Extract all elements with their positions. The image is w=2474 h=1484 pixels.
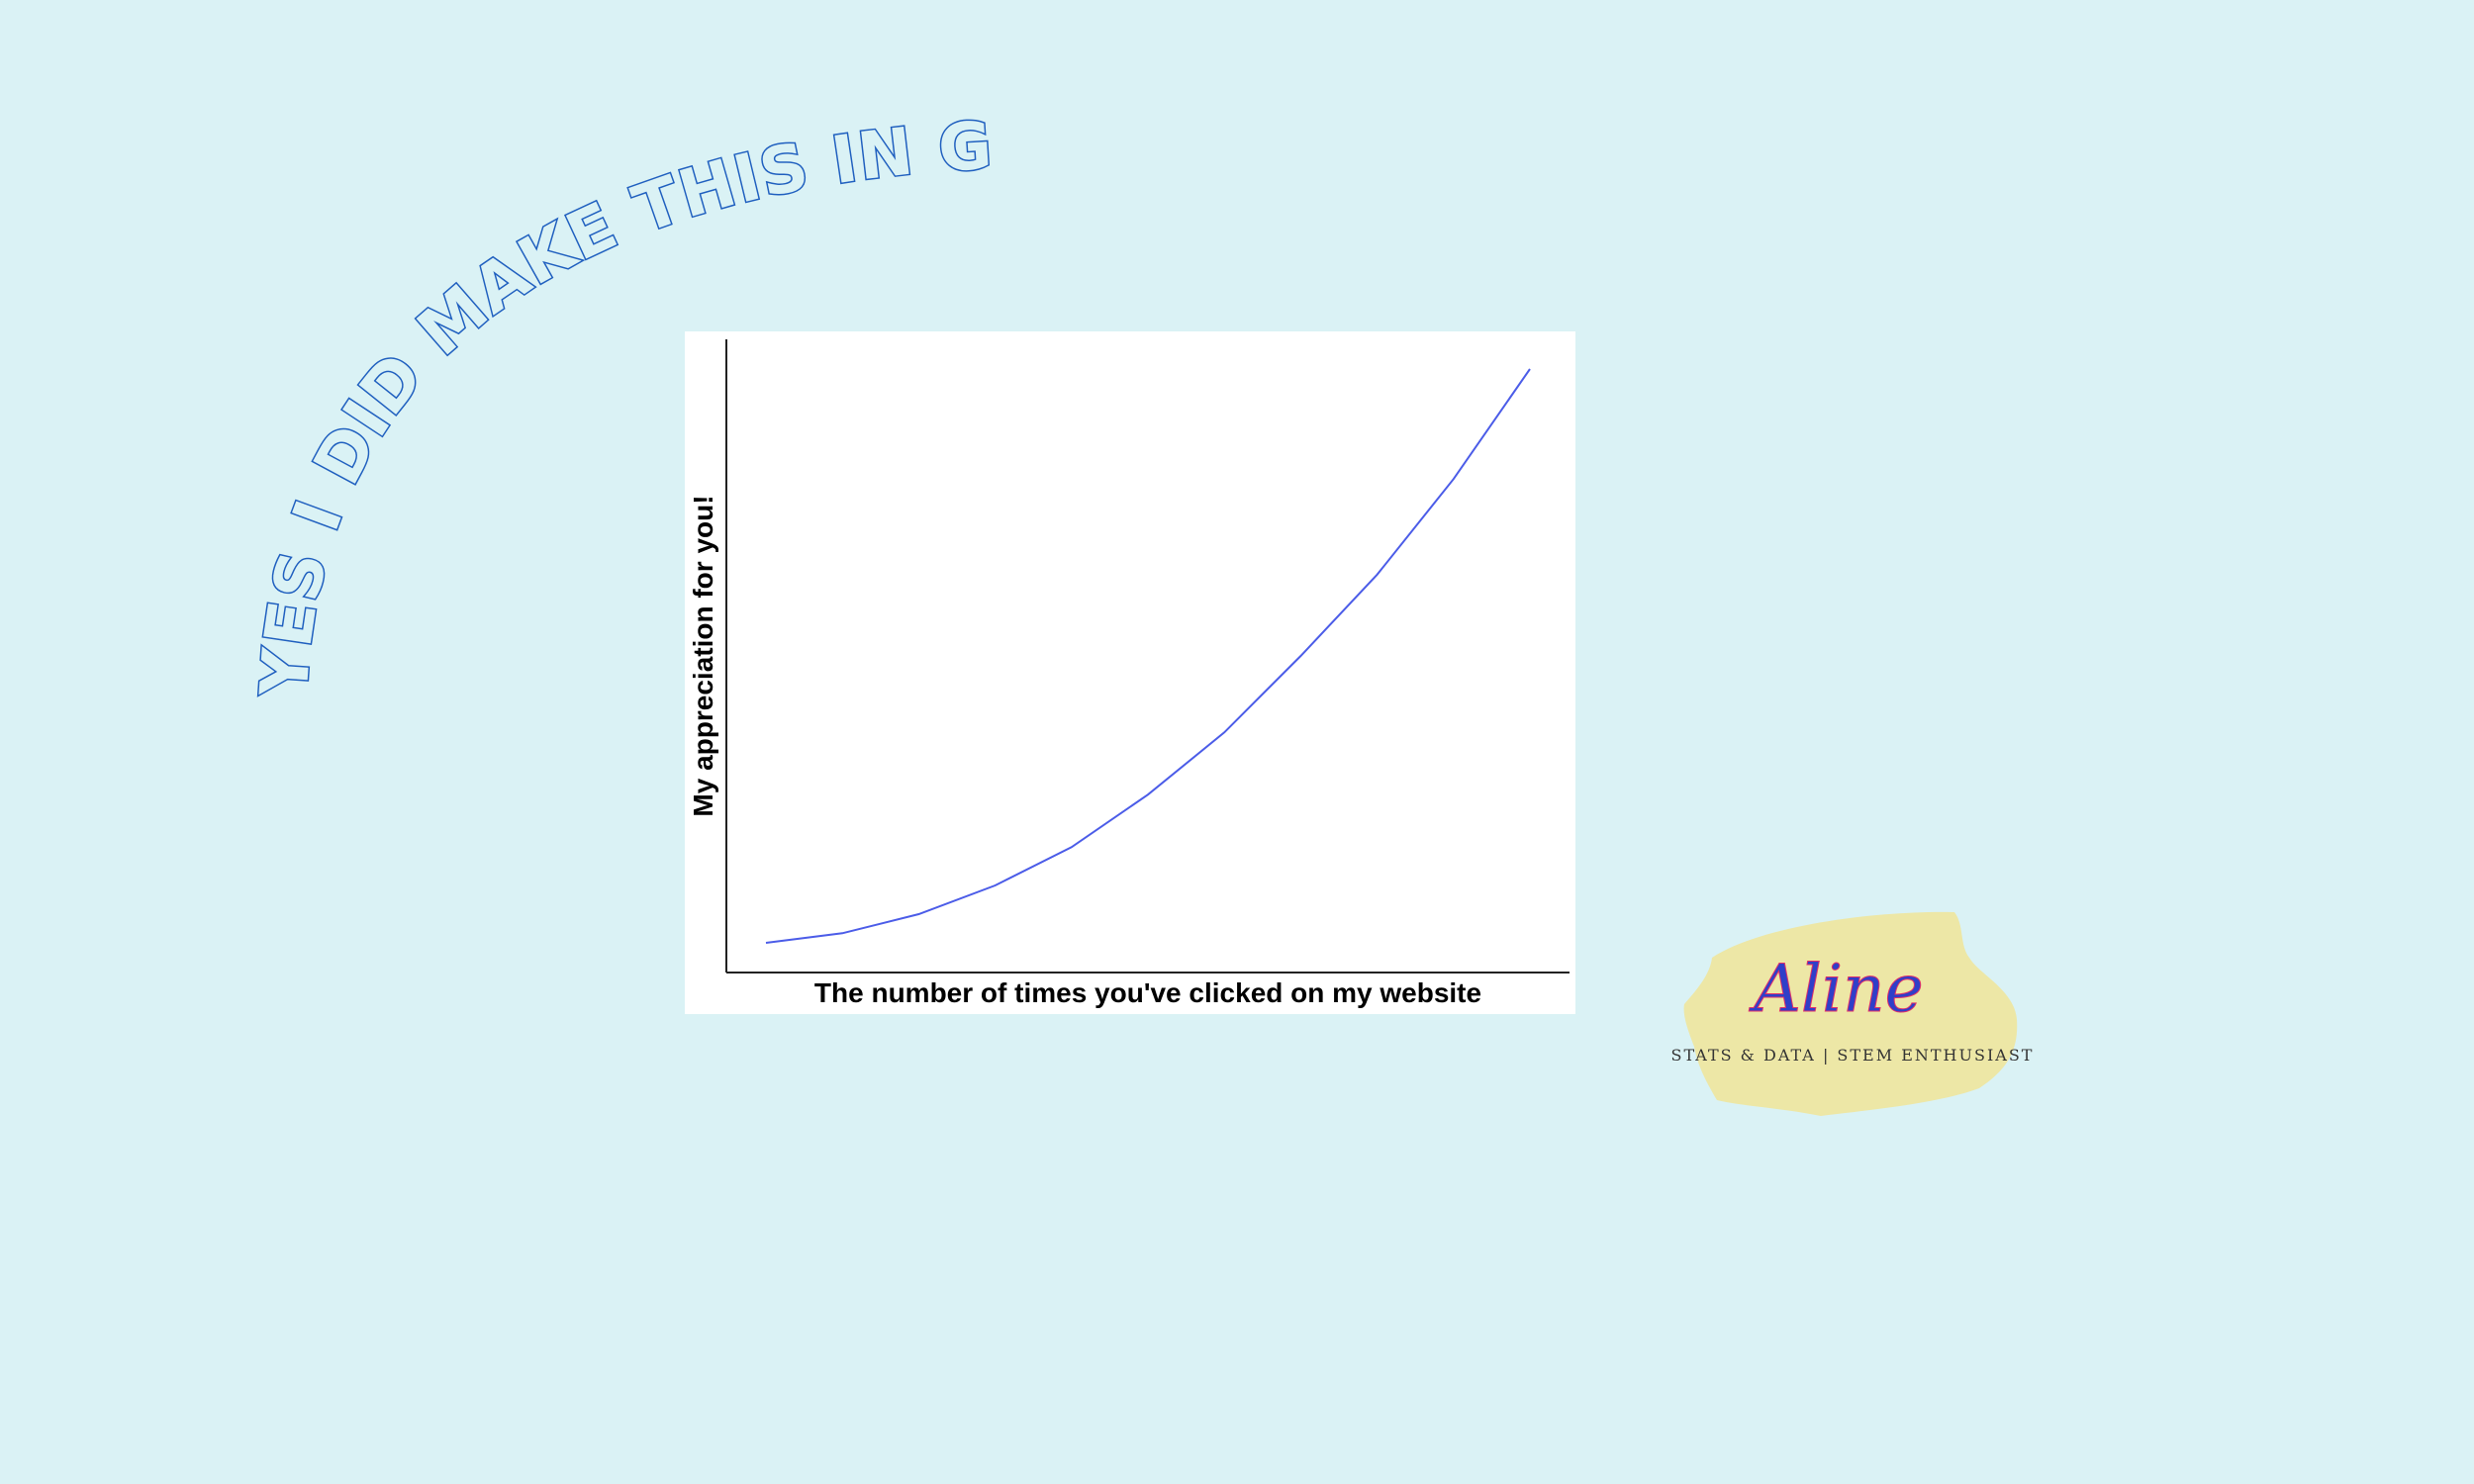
brand-name: Aline (1748, 951, 1923, 1027)
brand-tagline: STATS & DATA | STEM ENTHUSIAST (1671, 1046, 2035, 1065)
x-axis-title: The number of times you've clicked on my… (814, 977, 1481, 1008)
series-line-0 (765, 368, 1531, 944)
chart-marks (765, 368, 1531, 944)
badge-background (1683, 911, 2018, 1116)
y-axis-title: My appreciation for you! (688, 495, 718, 816)
chart-background (685, 331, 1575, 1014)
chart-panel: The number of times you've clicked on my… (685, 331, 1575, 1014)
brand-badge: Aline STATS & DATA | STEM ENTHUSIAST (1671, 911, 2035, 1116)
